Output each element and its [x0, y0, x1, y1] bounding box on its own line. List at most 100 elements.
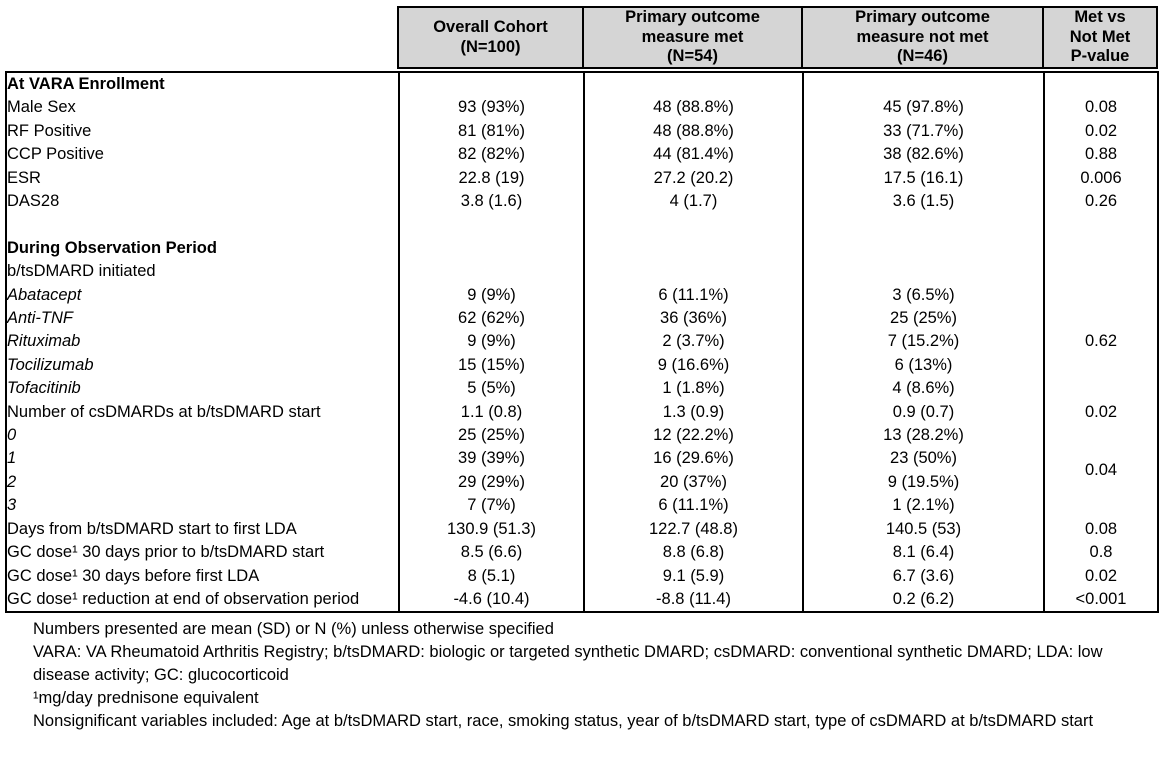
cell-met: 1.3 (0.9)	[583, 400, 803, 425]
cell-not-met: 0.2 (6.2)	[802, 587, 1044, 613]
cell-p-value	[1043, 236, 1158, 261]
cell-overall: 25 (25%)	[398, 424, 584, 448]
header-overall-cohort: Overall Cohort (N=100)	[397, 6, 584, 69]
cell-met: 12 (22.2%)	[583, 424, 803, 448]
table-row-tocilizumab: Tocilizumab 15 (15%) 9 (16.6%) 6 (13%)	[6, 353, 1158, 378]
cell-met: 2 (3.7%)	[583, 330, 803, 354]
row-label: 0	[7, 426, 17, 445]
row-label: Tofacitinib	[7, 379, 81, 398]
table-row-csdmards-2: 2 29 (29%) 20 (37%) 9 (19.5%)	[6, 470, 1158, 495]
table-row-esr: ESR 22.8 (19) 27.2 (20.2) 17.5 (16.1) 0.…	[6, 166, 1158, 191]
row-label: b/tsDMARD initiated	[7, 262, 156, 281]
cell-overall: 8 (5.1)	[398, 564, 584, 588]
cell-not-met: 33 (71.7%)	[802, 119, 1044, 144]
cell-not-met: 38 (82.6%)	[802, 143, 1044, 167]
cell-met: 1 (1.8%)	[583, 377, 803, 401]
footnotes: Numbers presented are mean (SD) or N (%)…	[33, 618, 1143, 733]
cell-not-met: 17.5 (16.1)	[802, 166, 1044, 191]
row-label: During Observation Period	[7, 238, 217, 257]
table-row-csdmards-3: 3 7 (7%) 6 (11.1%) 1 (2.1%)	[6, 494, 1158, 518]
cell-met: 9 (16.6%)	[583, 353, 803, 378]
row-label: ESR	[7, 168, 41, 187]
cell-met: 27.2 (20.2)	[583, 166, 803, 191]
cell-overall: 39 (39%)	[398, 447, 584, 471]
table-row-tofacitinib: Tofacitinib 5 (5%) 1 (1.8%) 4 (8.6%)	[6, 377, 1158, 401]
table-row-num-csdmards: Number of csDMARDs at b/tsDMARD start 1.…	[6, 400, 1158, 425]
cell-met	[583, 72, 803, 97]
cell-overall: 81 (81%)	[398, 119, 584, 144]
table-row-anti-tnf: Anti-TNF 62 (62%) 36 (36%) 25 (25%)	[6, 307, 1158, 331]
cell-p-value: 0.02	[1043, 400, 1158, 425]
cell-not-met: 6.7 (3.6)	[802, 564, 1044, 588]
cell-overall: 9 (9%)	[398, 283, 584, 308]
cell-overall: 5 (5%)	[398, 377, 584, 401]
header-cell-empty	[5, 7, 398, 68]
cell-met: 20 (37%)	[583, 470, 803, 495]
cell-met: 4 (1.7)	[583, 190, 803, 214]
cell-not-met: 45 (97.8%)	[802, 96, 1044, 120]
cell-met: 6 (11.1%)	[583, 494, 803, 518]
row-label: Abatacept	[7, 285, 82, 304]
cell-overall: 1.1 (0.8)	[398, 400, 584, 425]
row-label: Rituximab	[7, 332, 81, 351]
cell-not-met: 140.5 (53)	[802, 517, 1044, 542]
cell-not-met: 8.1 (6.4)	[802, 541, 1044, 565]
header-p-value: Met vs Not Met P-value	[1042, 6, 1158, 69]
table-row-gc-dose-before-lda: GC dose¹ 30 days before first LDA 8 (5.1…	[6, 564, 1158, 588]
cell-p-value: 0.02	[1043, 119, 1158, 144]
cell-met: -8.8 (11.4)	[583, 587, 803, 613]
cell-not-met: 1 (2.1%)	[802, 494, 1044, 518]
table-row-rituximab: Rituximab 9 (9%) 2 (3.7%) 7 (15.2%)	[6, 330, 1158, 354]
cell-overall: 15 (15%)	[398, 353, 584, 378]
cell-p-value-group: 0.62	[1043, 283, 1158, 401]
cell-not-met	[802, 236, 1044, 261]
row-label: Anti-TNF	[7, 309, 73, 328]
table-row-gc-dose-prior: GC dose¹ 30 days prior to b/tsDMARD star…	[6, 541, 1158, 565]
cell-overall: 82 (82%)	[398, 143, 584, 167]
cell-overall	[398, 260, 584, 284]
table-row-spacer	[6, 213, 1158, 237]
cell-met	[583, 213, 803, 237]
row-label: Tocilizumab	[7, 355, 94, 374]
row-label: 3	[7, 496, 17, 515]
cell-not-met: 0.9 (0.7)	[802, 400, 1044, 425]
table-row-gc-dose-reduction: GC dose¹ reduction at end of observation…	[6, 587, 1158, 613]
cell-overall: 8.5 (6.6)	[398, 541, 584, 565]
row-label: GC dose¹ 30 days prior to b/tsDMARD star…	[7, 543, 325, 562]
header-row: Overall Cohort (N=100) Primary outcome m…	[5, 6, 1158, 69]
cell-overall	[398, 236, 584, 261]
cell-p-value-group: 0.04	[1043, 424, 1158, 518]
header-outcome-met: Primary outcome measure met (N=54)	[582, 6, 803, 69]
table-row-rf-positive: RF Positive 81 (81%) 48 (88.8%) 33 (71.7…	[6, 119, 1158, 144]
row-label: CCP Positive	[7, 145, 104, 164]
cell-met: 122.7 (48.8)	[583, 517, 803, 542]
cell-p-value: 0.26	[1043, 190, 1158, 214]
cell-p-value: <0.001	[1043, 587, 1158, 613]
row-label: Male Sex	[7, 98, 76, 117]
cell-met: 36 (36%)	[583, 307, 803, 331]
footnote-prednisone: ¹mg/day prednisone equivalent	[33, 689, 259, 708]
cell-p-value	[1043, 72, 1158, 97]
cell-met	[583, 260, 803, 284]
cell-overall: 29 (29%)	[398, 470, 584, 495]
table-row-abatacept: Abatacept 9 (9%) 6 (11.1%) 3 (6.5%) 0.62	[6, 283, 1158, 401]
footnote-nonsignificant: Nonsignificant variables included: Age a…	[33, 712, 1094, 731]
cell-overall: -4.6 (10.4)	[398, 587, 584, 613]
table-row-male-sex: Male Sex 93 (93%) 48 (88.8%) 45 (97.8%) …	[6, 96, 1158, 120]
cell-not-met	[802, 260, 1044, 284]
cell-p-value: 0.88	[1043, 143, 1158, 167]
results-table-body: At VARA Enrollment Male Sex 93 (93%) 48 …	[5, 71, 1159, 614]
cell-overall: 22.8 (19)	[398, 166, 584, 191]
row-label: 1	[7, 449, 17, 468]
cell-overall: 7 (7%)	[398, 494, 584, 518]
row-label: At VARA Enrollment	[7, 75, 165, 93]
table-row-btsdmard-initiated: b/tsDMARD initiated	[6, 260, 1158, 284]
cell-not-met: 23 (50%)	[802, 447, 1044, 471]
table-row-das28: DAS28 3.8 (1.6) 4 (1.7) 3.6 (1.5) 0.26	[6, 190, 1158, 214]
cell-overall: 62 (62%)	[398, 307, 584, 331]
footnote-abbreviations: VARA: VA Rheumatoid Arthritis Registry; …	[33, 643, 1103, 685]
row-label: GC dose¹ reduction at end of observation…	[7, 589, 360, 608]
row-label	[6, 213, 399, 236]
cell-p-value	[1043, 260, 1158, 284]
